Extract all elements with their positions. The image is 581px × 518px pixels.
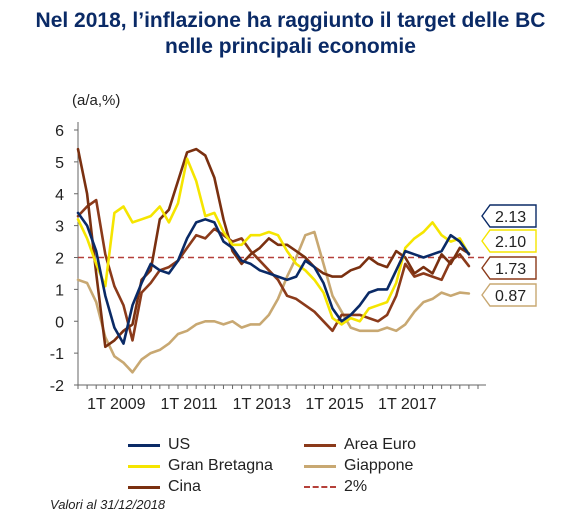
x-tick-label: 1T 2009 (87, 396, 146, 413)
x-tick-label: 1T 2011 (160, 396, 217, 413)
y-tick-label: -2 (50, 378, 64, 395)
y-tick-label: 2 (55, 251, 64, 268)
x-tick-label: 1T 2017 (378, 396, 437, 413)
end-value-callout: 1.73 (481, 256, 537, 280)
data-note: Valori al 31/12/2018 (50, 497, 166, 512)
legend-label: Giappone (344, 457, 414, 474)
legend-label: US (168, 436, 191, 453)
legend-swatch (304, 464, 336, 468)
y-tick-label: 0 (55, 314, 64, 331)
y-tick-label: 4 (55, 187, 64, 204)
x-tick-label: 1T 2013 (233, 396, 292, 413)
legend-item: 2% (304, 478, 367, 496)
legend-item: Cina (128, 478, 201, 496)
chart-legend: US Area Euro Gran Bretagna Giappone Cina 2% (128, 436, 458, 496)
y-tick-label: 1 (55, 282, 64, 299)
end-value-label: 2.10 (495, 234, 526, 251)
x-tick-label: 1T 2015 (305, 396, 364, 413)
legend-label: 2% (344, 478, 368, 495)
end-value-label: 1.73 (495, 261, 526, 278)
legend-label: Cina (168, 478, 201, 495)
legend-item: Gran Bretagna (128, 457, 273, 475)
legend-swatch (128, 443, 160, 447)
legend-swatch (304, 443, 336, 447)
chart-title-line1: Nel 2018, l’inflazione ha raggiunto il t… (35, 9, 546, 32)
legend-item: Area Euro (304, 436, 416, 454)
y-tick-label: 6 (55, 123, 64, 140)
legend-item: US (128, 436, 190, 454)
y-tick-label: -1 (50, 346, 64, 363)
end-value-callout-box (481, 256, 537, 280)
series-line-giappone (76, 230, 471, 374)
legend-item: Giappone (304, 457, 413, 475)
y-tick-label: 3 (55, 219, 64, 236)
legend-swatch (128, 464, 160, 468)
end-value-callout-box (481, 283, 537, 307)
inflation-line-chart: -2 -1 0 1 2 3 4 5 6 1T 2009 1T 2011 1T 2013 1T 2015… (50, 122, 537, 413)
end-value-callout-box (481, 204, 537, 228)
chart-title-line2: nelle principali economie (165, 35, 416, 58)
y-axis-unit-label: (a/a,%) (72, 92, 121, 109)
chart-title: Nel 2018, l’inflazione ha raggiunto il t… (0, 8, 581, 60)
legend-label: Area Euro (344, 436, 417, 453)
end-value-callout: 2.10 (481, 229, 537, 253)
legend-swatch (304, 486, 336, 488)
end-value-callout: 2.13 (481, 204, 537, 228)
end-value-callout: 0.87 (481, 283, 537, 307)
end-value-label: 0.87 (495, 288, 526, 305)
y-tick-label: 5 (55, 155, 64, 172)
end-value-callout-box (481, 229, 537, 253)
series-line-us (76, 211, 471, 345)
legend-swatch (128, 485, 160, 489)
legend-label: Gran Bretagna (168, 457, 273, 474)
end-value-label: 2.13 (495, 209, 526, 226)
